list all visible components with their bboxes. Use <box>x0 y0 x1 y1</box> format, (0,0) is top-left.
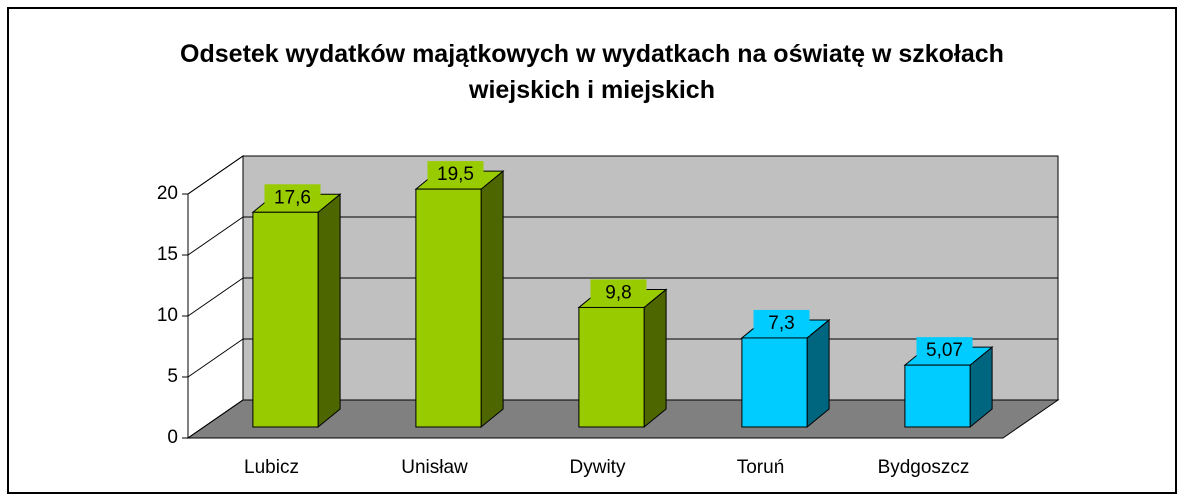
x-tick-label: Lubicz <box>244 457 299 478</box>
data-label: 19,5 <box>437 164 474 185</box>
y-tick-label: 5 <box>167 366 178 387</box>
grid-line <box>187 399 244 439</box>
data-label-box <box>916 337 973 364</box>
x-tick-label: Toruń <box>737 457 785 478</box>
data-label-box <box>753 309 810 336</box>
bar-side <box>806 318 830 429</box>
bar <box>415 188 482 428</box>
data-label-box <box>590 279 647 306</box>
grid-line <box>187 155 244 195</box>
bar <box>904 364 971 428</box>
x-tick-label: Bydgoszcz <box>878 457 970 478</box>
bar-side <box>317 193 341 429</box>
bar-side <box>643 288 667 429</box>
grid-line <box>187 216 244 256</box>
x-tick-label: Unisław <box>401 457 468 478</box>
grid-line <box>187 277 244 317</box>
x-tick-label: Dywity <box>570 457 626 478</box>
plot-area: 0 5 10 15 20 Lubicz 17,6 Unisław 19,5 Dywity 9,8 To… <box>157 155 1060 478</box>
grid-line <box>187 338 244 378</box>
y-tick-label: 15 <box>157 244 178 265</box>
data-label: 5,07 <box>926 340 963 361</box>
data-label-box <box>427 161 484 188</box>
y-tick-label: 10 <box>157 305 178 326</box>
y-tick-label: 0 <box>167 427 178 448</box>
bar <box>252 211 319 428</box>
data-label: 17,6 <box>274 187 311 208</box>
bar <box>578 306 645 428</box>
chart-title: Odsetek wydatków majątkowych w wydatkach… <box>180 40 1004 104</box>
bar <box>741 337 808 428</box>
bar-side <box>480 170 504 429</box>
data-label: 7,3 <box>768 313 794 334</box>
data-label: 9,8 <box>605 282 631 303</box>
data-label-box <box>264 184 321 211</box>
y-tick-label: 20 <box>157 183 178 204</box>
